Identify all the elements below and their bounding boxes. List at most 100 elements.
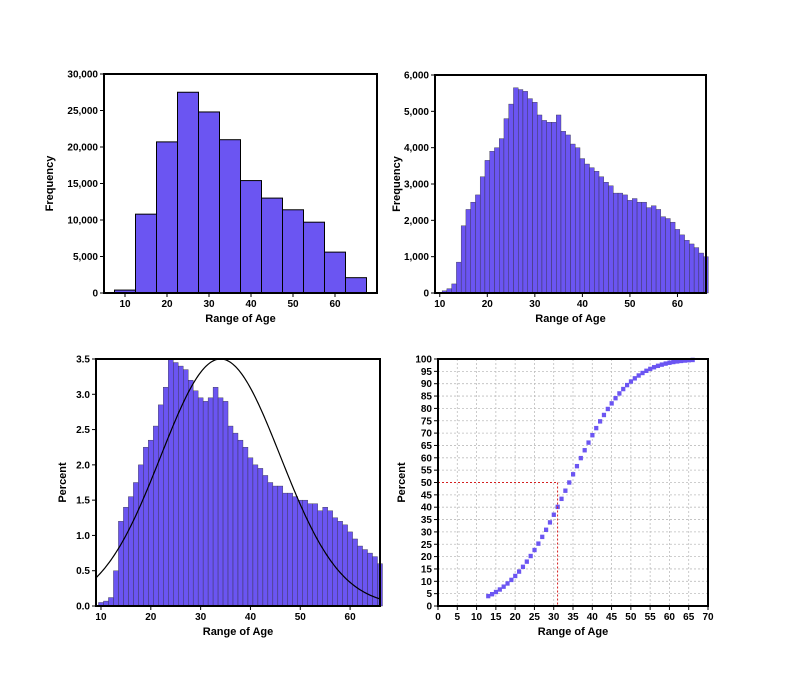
bar (499, 138, 505, 294)
chart-c1: 10 20 30 40 50 60 0 5,000 10,000 15,000 20,000 25,0… (44, 70, 378, 325)
bar (660, 216, 666, 294)
bar (337, 521, 343, 607)
x-axis-label: Range of Age (205, 313, 276, 325)
bar (537, 114, 543, 294)
y-tick-label: 70 (421, 429, 433, 440)
cumulative-point (509, 577, 514, 583)
cumulative-point (625, 382, 630, 388)
bar (242, 447, 249, 607)
bar (546, 122, 552, 294)
cumulative-point (667, 360, 672, 365)
bar (465, 209, 471, 294)
y-tick-label: 5 (426, 589, 432, 600)
bar (494, 147, 500, 294)
cumulative-point (609, 401, 614, 406)
y-tick-label: 0 (426, 602, 432, 613)
y-tick-label: 1,000 (404, 252, 429, 263)
y-tick-label: 5,000 (73, 252, 98, 263)
bar (292, 496, 298, 607)
x-tick-label: 0 (435, 612, 441, 623)
bar (143, 447, 149, 607)
y-tick-label: 4,000 (404, 143, 429, 154)
bar (148, 439, 154, 607)
bar (312, 503, 318, 607)
y-tick-label: 3,000 (404, 180, 429, 191)
x-tick-label: 10 (434, 299, 446, 310)
y-tick-label: 0.0 (76, 602, 90, 613)
x-tick-label: 40 (577, 299, 589, 310)
y-tick-label: 95 (421, 367, 433, 378)
cumulative-point (617, 391, 622, 396)
bar (188, 379, 194, 607)
bar (237, 439, 244, 607)
y-tick-label: 1.0 (76, 531, 90, 542)
bar (470, 201, 476, 294)
cumulative-point (686, 358, 691, 363)
bar (565, 134, 571, 294)
x-tick-label: 20 (510, 612, 522, 623)
cumulative-point (551, 512, 556, 517)
bar (655, 209, 662, 294)
bar (322, 507, 328, 607)
y-tick-label: 45 (421, 490, 433, 501)
x-axis-label: Range of Age (538, 626, 609, 638)
y-tick-label: 5,000 (404, 107, 429, 118)
y-tick-label: 3.5 (76, 355, 90, 366)
cumulative-point (621, 386, 626, 392)
cumulative-point (582, 448, 587, 453)
bar (636, 201, 642, 294)
bar (317, 510, 323, 607)
bar (674, 229, 681, 294)
bar (560, 131, 566, 294)
bar (541, 120, 547, 294)
bar (689, 243, 695, 294)
bar (451, 283, 457, 294)
bar (261, 197, 283, 294)
x-tick-label: 60 (664, 612, 676, 623)
cumulative-point (652, 365, 657, 370)
bar (173, 362, 179, 607)
bar (324, 251, 346, 294)
bar (679, 234, 685, 294)
cumulative-point (598, 419, 603, 424)
bar (575, 147, 581, 294)
y-axis-label: Percent (57, 462, 69, 503)
y-tick-label: 25,000 (67, 106, 98, 117)
x-tick-label: 10 (95, 612, 107, 623)
x-tick-label: 10 (119, 299, 131, 310)
cumulative-point (540, 534, 545, 540)
bar (108, 597, 114, 607)
x-tick-label: 40 (245, 612, 257, 623)
bar (513, 87, 519, 294)
y-tick-label: 80 (421, 404, 433, 415)
y-tick-label: 85 (421, 392, 433, 403)
x-tick-label: 30 (529, 299, 541, 310)
y-tick-label: 2.0 (76, 460, 90, 471)
x-axis-label: Range of Age (535, 313, 606, 325)
cumulative-point (501, 584, 506, 589)
cumulative-point (532, 547, 537, 553)
x-tick-label: 15 (490, 612, 502, 623)
x-tick-label: 20 (145, 612, 157, 623)
bar (684, 240, 690, 294)
x-tick-label: 70 (702, 612, 714, 623)
x-tick-label: 5 (455, 612, 461, 623)
x-tick-label: 50 (625, 612, 637, 623)
bar (589, 167, 595, 294)
bar (352, 538, 358, 607)
cumulative-point (659, 362, 664, 367)
y-tick-label: 25 (421, 540, 433, 551)
bar (347, 531, 353, 607)
x-tick-label: 60 (672, 299, 684, 310)
bar (503, 118, 509, 294)
bar (133, 482, 139, 607)
bar (156, 141, 178, 294)
bar (367, 552, 373, 607)
bar (202, 401, 209, 607)
bar (362, 549, 368, 607)
cumulative-point (636, 373, 641, 378)
bar (287, 492, 293, 607)
cumulative-point (528, 553, 533, 559)
bar (282, 492, 288, 607)
